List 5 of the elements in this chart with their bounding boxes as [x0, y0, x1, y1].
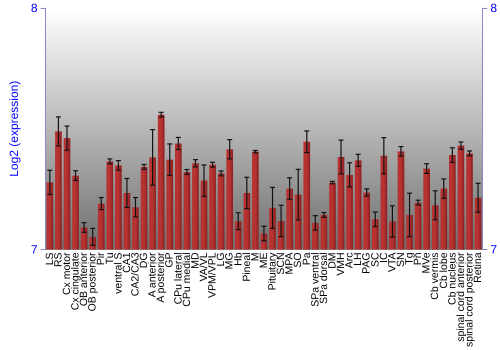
y2-tick-label: 7	[490, 242, 498, 256]
y2-tick-label: 8	[490, 1, 498, 15]
y-axis-title: Log2 (expression)	[7, 80, 21, 177]
x-tick-label: RS	[52, 252, 64, 268]
x-tick-label: Tg	[404, 252, 416, 265]
